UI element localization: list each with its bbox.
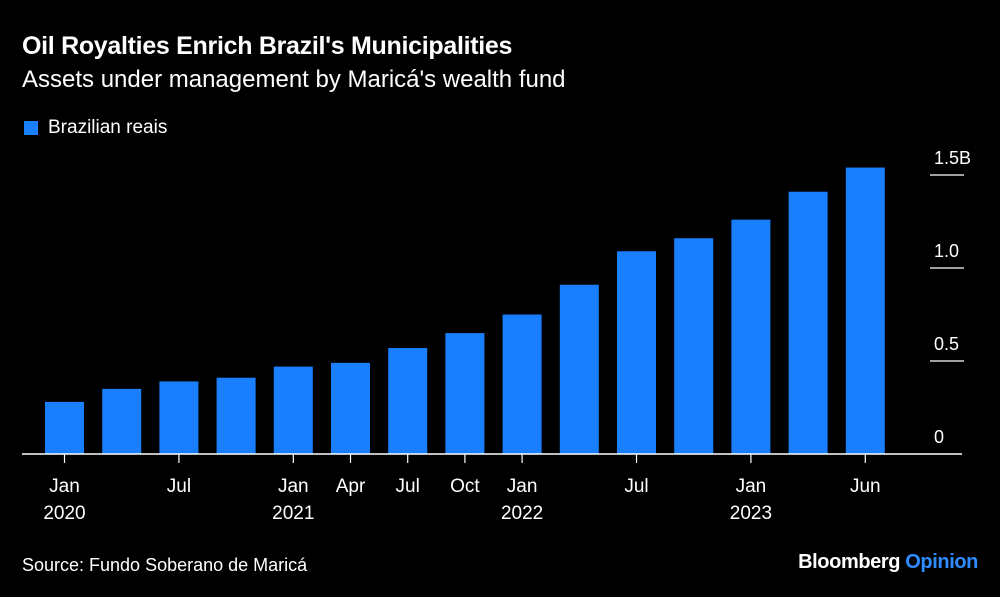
chart-title: Oil Royalties Enrich Brazil's Municipali… bbox=[22, 32, 513, 60]
y-tick-label: 0.5 bbox=[934, 334, 959, 354]
y-tick-label: 0 bbox=[934, 427, 944, 447]
brand-suffix: Opinion bbox=[905, 551, 978, 573]
x-tick-year: 2020 bbox=[43, 503, 85, 524]
x-tick-year: 2023 bbox=[730, 503, 772, 524]
brand-logo: Bloomberg Opinion bbox=[798, 551, 978, 574]
bar bbox=[788, 191, 828, 455]
x-tick-label: Jul bbox=[396, 476, 420, 497]
bar bbox=[674, 238, 714, 454]
x-tick-label: Jan bbox=[278, 476, 309, 497]
bar bbox=[273, 366, 313, 454]
bar bbox=[617, 251, 656, 454]
x-tick-label: Jan bbox=[49, 476, 80, 497]
legend-swatch bbox=[24, 121, 38, 135]
y-tick-label: 1.0 bbox=[934, 241, 959, 261]
bar bbox=[559, 284, 599, 454]
bar bbox=[845, 167, 885, 454]
bar bbox=[445, 333, 485, 454]
bar bbox=[216, 377, 256, 454]
x-tick-label: Jan bbox=[736, 476, 767, 497]
brand-name: Bloomberg bbox=[798, 551, 901, 573]
bar bbox=[45, 401, 84, 454]
bar bbox=[102, 388, 142, 454]
bar bbox=[159, 381, 199, 454]
chart-subtitle: Assets under management by Maricá's weal… bbox=[22, 66, 566, 93]
x-tick-year: 2021 bbox=[272, 503, 314, 524]
x-tick-label: Oct bbox=[450, 476, 480, 497]
y-tick-label: 1.5B bbox=[934, 148, 971, 168]
x-tick-label: Jun bbox=[850, 476, 881, 497]
source-note: Source: Fundo Soberano de Maricá bbox=[22, 555, 308, 575]
bar bbox=[502, 314, 542, 454]
x-tick-label: Apr bbox=[336, 476, 366, 497]
x-tick-year: 2022 bbox=[501, 503, 543, 524]
legend: Brazilian reais bbox=[24, 117, 167, 139]
x-tick-label: Jul bbox=[167, 476, 191, 497]
bar bbox=[331, 362, 370, 454]
bar bbox=[731, 219, 771, 454]
bar bbox=[388, 347, 428, 454]
x-tick-label: Jan bbox=[507, 476, 538, 497]
x-tick-label: Jul bbox=[624, 476, 648, 497]
legend-label: Brazilian reais bbox=[48, 117, 168, 138]
